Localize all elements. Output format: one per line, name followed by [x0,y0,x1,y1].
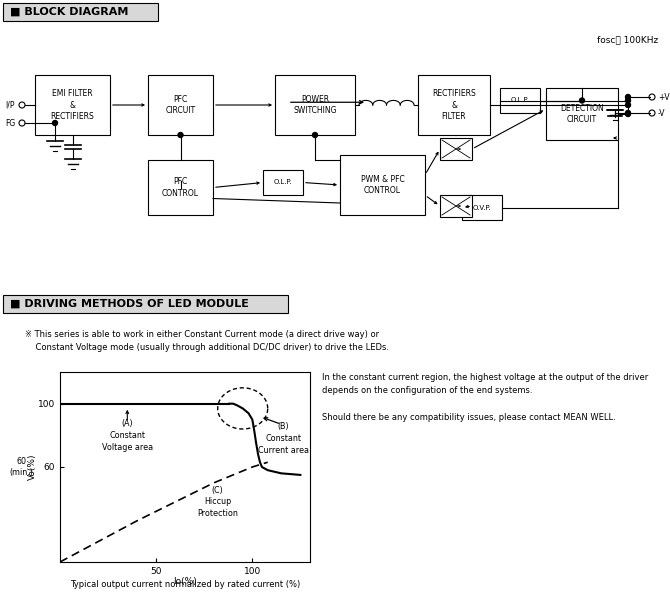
Text: FG: FG [5,119,15,127]
Circle shape [626,98,630,103]
Text: 60
(min.): 60 (min.) [9,457,34,477]
Circle shape [178,133,183,138]
Text: EMI FILTER
&
RECTIFIERS: EMI FILTER & RECTIFIERS [51,89,94,121]
Text: O.L.P.: O.L.P. [273,179,292,185]
Bar [440,138,472,160]
Text: -V: -V [658,108,665,118]
Bar [3,295,288,313]
Circle shape [626,111,630,116]
Bar [340,155,425,215]
Bar [263,170,303,195]
Text: (A)
Constant
Voltage area: (A) Constant Voltage area [102,419,153,452]
Text: RECTIFIERS
&
FILTER: RECTIFIERS & FILTER [432,89,476,121]
Text: ■ BLOCK DIAGRAM: ■ BLOCK DIAGRAM [10,7,129,17]
Bar [546,88,618,140]
Bar [148,160,213,215]
Y-axis label: Vo(%): Vo(%) [27,453,36,480]
Circle shape [626,94,630,100]
Circle shape [626,102,630,108]
Circle shape [580,98,584,103]
Text: O.V.P.: O.V.P. [472,204,491,211]
Circle shape [52,121,58,125]
Bar [462,195,502,220]
Text: fosc： 100KHz: fosc： 100KHz [597,35,658,45]
Bar [500,88,540,113]
Text: Typical output current normalized by rated current (%): Typical output current normalized by rat… [70,580,300,589]
Bar [440,195,472,217]
Text: DETECTION
CIRCUIT: DETECTION CIRCUIT [560,104,604,124]
Text: PFC
CONTROL: PFC CONTROL [162,177,199,198]
Text: ■ DRIVING METHODS OF LED MODULE: ■ DRIVING METHODS OF LED MODULE [10,299,249,309]
Text: POWER
SWITCHING: POWER SWITCHING [293,95,337,115]
Bar [148,75,213,135]
Text: O.L.P.: O.L.P. [511,97,529,103]
Text: PFC
CIRCUIT: PFC CIRCUIT [165,95,196,115]
Bar [35,75,110,135]
Text: ※ This series is able to work in either Constant Current mode (a direct drive wa: ※ This series is able to work in either … [25,330,389,351]
Text: I/P: I/P [5,100,15,110]
Bar [3,3,158,21]
Bar [275,75,355,135]
Text: PWM & PFC
CONTROL: PWM & PFC CONTROL [360,175,405,195]
X-axis label: Io(%): Io(%) [173,577,197,586]
Circle shape [312,133,318,138]
Text: In the constant current region, the highest voltage at the output of the driver
: In the constant current region, the high… [322,373,649,422]
Bar [418,75,490,135]
Text: (C)
Hiccup
Protection: (C) Hiccup Protection [197,485,238,518]
Text: (B)
Constant
Current area: (B) Constant Current area [257,422,309,455]
Circle shape [626,111,630,116]
Text: +V: +V [658,92,669,102]
